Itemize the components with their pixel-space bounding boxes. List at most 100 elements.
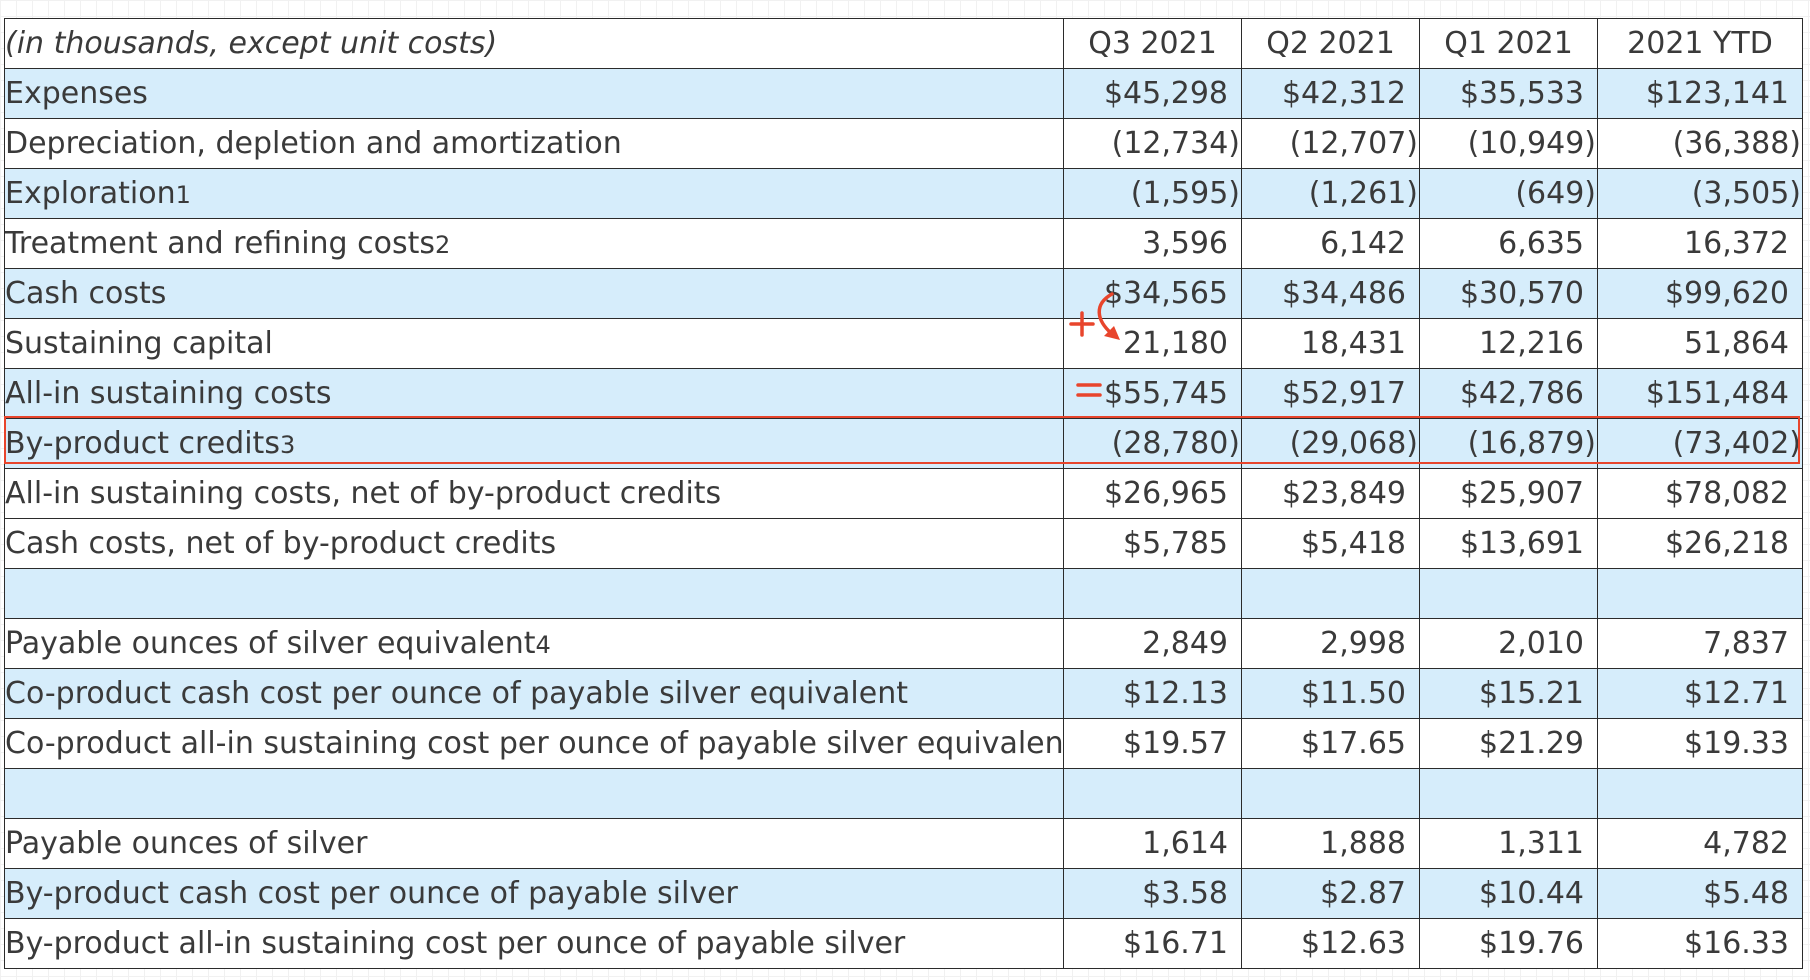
value-cell-q1-2021: $15.21 bbox=[1419, 668, 1598, 719]
cell-value: $52,917 bbox=[1281, 375, 1406, 411]
row-label-cell: All-in sustaining costs, net of by-produ… bbox=[4, 468, 1064, 519]
value-cell-2021-ytd bbox=[1597, 768, 1803, 819]
cell-value: $19.33 bbox=[1684, 725, 1789, 761]
value-cell-2021-ytd: (36,388) bbox=[1597, 118, 1803, 169]
value-cell-q3-2021: (28,780) bbox=[1063, 418, 1242, 469]
value-cell-q2-2021: $11.50 bbox=[1241, 668, 1420, 719]
table-row: Sustaining capital 21,180 18,431 12,216 51,8… bbox=[4, 318, 1803, 369]
header-col-q1-2021: Q1 2021 bbox=[1419, 18, 1598, 69]
row-label: Sustaining capital bbox=[5, 325, 273, 361]
table-row: Payable ounces of silver 1,614 1,888 1,311 4… bbox=[4, 818, 1803, 869]
value-cell-q3-2021: $5,785 bbox=[1063, 518, 1242, 569]
value-cell-q2-2021: 18,431 bbox=[1241, 318, 1420, 369]
value-cell-q1-2021: 6,635 bbox=[1419, 218, 1598, 269]
cell-value: $99,620 bbox=[1664, 275, 1789, 311]
value-cell-q3-2021 bbox=[1063, 568, 1242, 619]
row-label-cell: Cash costs, net of by-product credits bbox=[4, 518, 1064, 569]
cell-value: $3.58 bbox=[1142, 875, 1228, 911]
value-cell-q2-2021: 6,142 bbox=[1241, 218, 1420, 269]
value-cell-2021-ytd: $123,141 bbox=[1597, 68, 1803, 119]
value-cell-q2-2021: $52,917 bbox=[1241, 368, 1420, 419]
value-cell-q1-2021: $10.44 bbox=[1419, 868, 1598, 919]
value-cell-q1-2021: (10,949) bbox=[1419, 118, 1598, 169]
cell-value: $23,849 bbox=[1281, 475, 1406, 511]
row-label-cell: Depreciation, depletion and amortization bbox=[4, 118, 1064, 169]
value-cell-2021-ytd: 16,372 bbox=[1597, 218, 1803, 269]
row-label: Cash costs, net of by-product credits bbox=[5, 525, 557, 561]
cell-value: $17.65 bbox=[1301, 725, 1406, 761]
cell-value: (28,780) bbox=[1111, 425, 1240, 461]
cell-value: 1,888 bbox=[1320, 825, 1406, 861]
row-label: Treatment and refining costs bbox=[5, 225, 436, 261]
value-cell-q3-2021: $34,565 bbox=[1063, 268, 1242, 319]
cell-value: $25,907 bbox=[1459, 475, 1584, 511]
footnote-marker: 3 bbox=[279, 430, 296, 459]
value-cell-q1-2021: (16,879) bbox=[1419, 418, 1598, 469]
row-label: By-product credits bbox=[5, 425, 280, 461]
row-label-cell: By-product cash cost per ounce of payabl… bbox=[4, 868, 1064, 919]
cell-value: 12,216 bbox=[1479, 325, 1584, 361]
value-cell-q3-2021: 21,180 bbox=[1063, 318, 1242, 369]
value-cell-q2-2021: $34,486 bbox=[1241, 268, 1420, 319]
value-cell-q2-2021: (1,261) bbox=[1241, 168, 1420, 219]
header-col-q3-2021: Q3 2021 bbox=[1063, 18, 1242, 69]
cell-value: $12.13 bbox=[1123, 675, 1228, 711]
spacer-row bbox=[4, 768, 1803, 819]
value-cell-2021-ytd: $78,082 bbox=[1597, 468, 1803, 519]
cell-value: $78,082 bbox=[1664, 475, 1789, 511]
table-row: Expenses $45,298 $42,312 $35,533 $123,141 bbox=[4, 68, 1803, 119]
cell-value: $30,570 bbox=[1459, 275, 1584, 311]
value-cell-2021-ytd: $12.71 bbox=[1597, 668, 1803, 719]
cell-value: 2,010 bbox=[1498, 625, 1584, 661]
row-label-cell: Sustaining capital bbox=[4, 318, 1064, 369]
row-label: Depreciation, depletion and amortization bbox=[5, 125, 622, 161]
value-cell-q3-2021: $26,965 bbox=[1063, 468, 1242, 519]
table-row: Payable ounces of silver equivalent4 2,84… bbox=[4, 618, 1803, 669]
cell-value: $42,786 bbox=[1459, 375, 1584, 411]
value-cell-q3-2021: (12,734) bbox=[1063, 118, 1242, 169]
cell-value: $12.71 bbox=[1684, 675, 1789, 711]
table-row: All-in sustaining costs, net of by-produ… bbox=[4, 468, 1803, 519]
cell-value: 7,837 bbox=[1703, 625, 1789, 661]
cell-value: $13,691 bbox=[1459, 525, 1584, 561]
row-label-cell: By-product credits3 bbox=[4, 418, 1064, 469]
cell-value: 18,431 bbox=[1301, 325, 1406, 361]
row-label: Payable ounces of silver bbox=[5, 825, 368, 861]
value-cell-q3-2021: 1,614 bbox=[1063, 818, 1242, 869]
row-label: Expenses bbox=[5, 75, 148, 111]
value-cell-q3-2021: 3,596 bbox=[1063, 218, 1242, 269]
value-cell-2021-ytd: $151,484 bbox=[1597, 368, 1803, 419]
cell-value: (16,879) bbox=[1467, 425, 1596, 461]
value-cell-q1-2021: $25,907 bbox=[1419, 468, 1598, 519]
value-cell-q3-2021: (1,595) bbox=[1063, 168, 1242, 219]
cell-value: 6,635 bbox=[1498, 225, 1584, 261]
cell-value: $12.63 bbox=[1301, 925, 1406, 961]
table-row: By-product cash cost per ounce of payabl… bbox=[4, 868, 1803, 919]
cell-value: $5,418 bbox=[1301, 525, 1406, 561]
footnote-marker: 1 bbox=[175, 180, 191, 209]
cell-value: $45,298 bbox=[1103, 75, 1228, 111]
footnote-marker: 2 bbox=[435, 230, 451, 259]
value-cell-q2-2021: (12,707) bbox=[1241, 118, 1420, 169]
cell-value: $26,965 bbox=[1103, 475, 1228, 511]
value-cell-2021-ytd: 7,837 bbox=[1597, 618, 1803, 669]
value-cell-2021-ytd: $26,218 bbox=[1597, 518, 1803, 569]
row-label: Co-product cash cost per ounce of payabl… bbox=[5, 675, 909, 711]
value-cell-q1-2021: (649) bbox=[1419, 168, 1598, 219]
cell-value: 21,180 bbox=[1123, 325, 1228, 361]
cell-value: (10,949) bbox=[1467, 125, 1596, 161]
value-cell-q3-2021: $55,745 bbox=[1063, 368, 1242, 419]
value-cell-q1-2021: 2,010 bbox=[1419, 618, 1598, 669]
value-cell-q2-2021: $17.65 bbox=[1241, 718, 1420, 769]
table-row: All-in sustaining costs $55,745 $52,917 $42… bbox=[4, 368, 1803, 419]
value-cell-q2-2021: 1,888 bbox=[1241, 818, 1420, 869]
cell-value: (73,402) bbox=[1672, 425, 1801, 461]
cell-value: $16.71 bbox=[1123, 925, 1228, 961]
value-cell-2021-ytd: 51,864 bbox=[1597, 318, 1803, 369]
table-row: Exploration1 (1,595) (1,261) (649) (3,505) bbox=[4, 168, 1803, 219]
row-label-cell bbox=[4, 768, 1064, 819]
table-row: By-product all-in sustaining cost per ou… bbox=[4, 918, 1803, 969]
value-cell-q3-2021: $19.57 bbox=[1063, 718, 1242, 769]
row-label-cell: Co-product cash cost per ounce of payabl… bbox=[4, 668, 1064, 719]
financial-table-wrapper: (in thousands, except unit costs) Q3 202… bbox=[4, 18, 1803, 969]
